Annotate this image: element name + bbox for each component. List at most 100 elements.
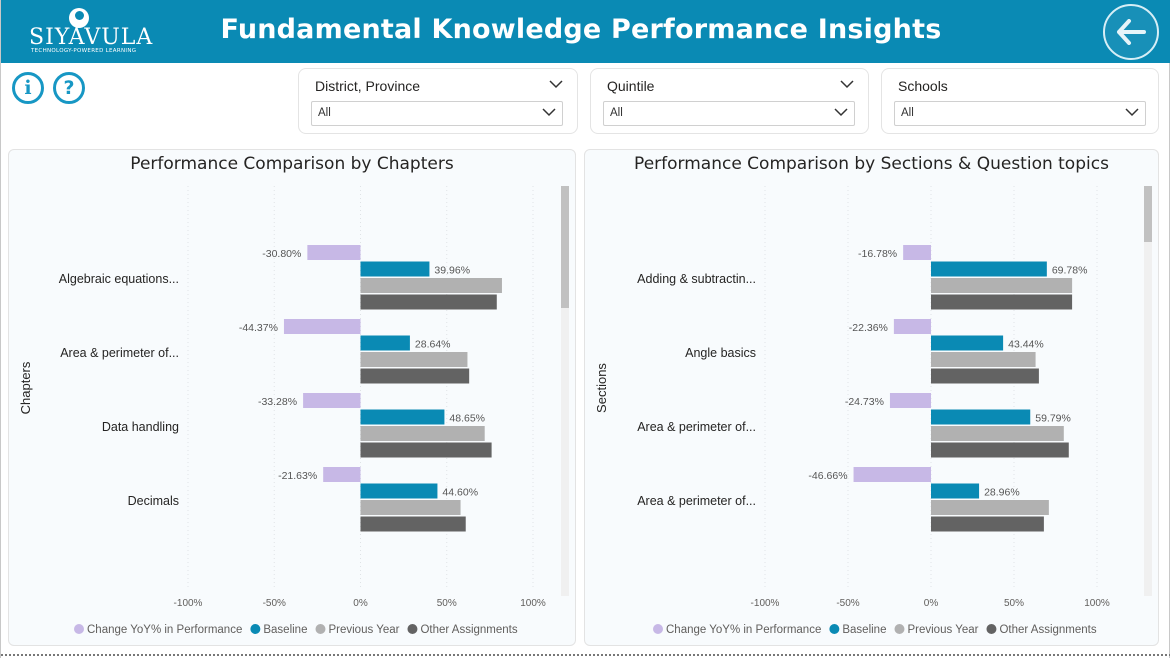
chart-scrollbar[interactable] xyxy=(1144,186,1152,596)
data-label: 28.96% xyxy=(984,487,1020,499)
baseline-bar[interactable] xyxy=(360,409,445,425)
change-bar[interactable] xyxy=(893,319,931,334)
other-assignments-bar[interactable] xyxy=(360,294,497,310)
legend-marker xyxy=(653,624,663,634)
legend-marker xyxy=(829,624,840,634)
data-label: -46.66% xyxy=(808,470,847,482)
chart-title: Performance Comparison by Sections & Que… xyxy=(634,154,1109,174)
sections-bar-chart: -100% -50% 0% 50% 100% Sections Adding & subtr… xyxy=(594,186,1110,636)
chapters-chart-panel: Performance Comparison by Chapters -100%… xyxy=(8,149,576,646)
other-assignments-bar[interactable] xyxy=(931,294,1073,310)
previous-year-bar[interactable] xyxy=(931,278,1073,293)
previous-year-bar[interactable] xyxy=(360,278,502,293)
data-label: -33.28% xyxy=(258,396,297,408)
baseline-bar[interactable] xyxy=(360,483,438,499)
chevron-down-icon xyxy=(834,108,848,117)
schools-select[interactable]: All xyxy=(894,101,1146,126)
chevron-down-icon[interactable] xyxy=(549,80,563,89)
other-assignments-bar[interactable] xyxy=(360,442,492,458)
previous-year-bar[interactable] xyxy=(931,352,1036,367)
legend-label: Change YoY% in Performance xyxy=(87,624,242,636)
other-assignments-bar[interactable] xyxy=(931,516,1044,532)
chevron-down-icon xyxy=(542,108,556,117)
baseline-bar[interactable] xyxy=(931,261,1047,277)
sections-chart-panel: Performance Comparison by Sections & Que… xyxy=(584,149,1159,646)
filter-value: All xyxy=(610,107,623,119)
filter-label: Quintile xyxy=(607,78,655,94)
data-label: -44.37% xyxy=(239,322,278,334)
baseline-bar[interactable] xyxy=(360,335,410,351)
previous-year-bar[interactable] xyxy=(360,500,461,515)
legend-label: Previous Year xyxy=(907,624,978,636)
baseline-bar[interactable] xyxy=(931,335,1004,351)
other-assignments-bar[interactable] xyxy=(360,516,466,532)
previous-year-bar[interactable] xyxy=(360,426,485,441)
page-divider xyxy=(1,654,1170,656)
previous-year-bar[interactable] xyxy=(931,426,1064,441)
scrollbar-thumb[interactable] xyxy=(561,186,569,308)
change-bar[interactable] xyxy=(903,245,931,260)
category-label: Area & perimeter of... xyxy=(60,346,179,360)
logo-mark-icon xyxy=(69,8,89,28)
data-label: 69.78% xyxy=(1052,265,1088,277)
data-label: 48.65% xyxy=(449,413,485,425)
x-tick-label: 50% xyxy=(1004,598,1024,609)
x-tick-label: 50% xyxy=(437,598,457,609)
data-label: 39.96% xyxy=(434,265,470,277)
category-label: Area & perimeter of... xyxy=(637,420,756,434)
legend-marker xyxy=(894,624,905,634)
baseline-bar[interactable] xyxy=(931,409,1031,425)
page-title: Fundamental Knowledge Performance Insigh… xyxy=(220,14,942,45)
filter-label: Schools xyxy=(898,78,948,94)
data-label: 59.79% xyxy=(1035,413,1071,425)
legend-marker xyxy=(407,624,418,634)
filter-value: All xyxy=(901,107,914,119)
siyavula-logo: SIYAVULA TECHNOLOGY-POWERED LEARNING xyxy=(29,8,152,58)
other-assignments-bar[interactable] xyxy=(931,368,1039,384)
logo-tagline: TECHNOLOGY-POWERED LEARNING xyxy=(31,48,137,54)
x-tick-label: 100% xyxy=(1084,598,1110,609)
change-bar[interactable] xyxy=(307,245,361,260)
legend-label: Baseline xyxy=(263,624,307,636)
change-bar[interactable] xyxy=(889,393,931,408)
district-province-select[interactable]: All xyxy=(311,101,563,126)
change-bar[interactable] xyxy=(303,393,361,408)
filter-label: District, Province xyxy=(315,78,421,94)
change-bar[interactable] xyxy=(323,467,361,482)
legend-marker xyxy=(986,624,997,634)
data-label: 43.44% xyxy=(1008,339,1044,351)
back-button[interactable] xyxy=(1103,4,1159,60)
data-label: -16.78% xyxy=(858,248,897,260)
category-label: Area & perimeter of... xyxy=(637,494,756,508)
previous-year-bar[interactable] xyxy=(360,352,468,367)
other-assignments-bar[interactable] xyxy=(360,368,470,384)
change-bar[interactable] xyxy=(853,467,931,482)
y-axis-title: Sections xyxy=(594,363,609,413)
chevron-down-icon[interactable] xyxy=(840,80,854,89)
legend-label: Previous Year xyxy=(328,624,399,636)
baseline-bar[interactable] xyxy=(931,483,980,499)
legend-marker xyxy=(74,624,84,634)
category-label: Data handling xyxy=(102,420,179,434)
quintile-select[interactable]: All xyxy=(603,101,855,126)
legend-label: Other Assignments xyxy=(999,624,1096,636)
help-button[interactable]: ? xyxy=(53,72,85,104)
info-button[interactable]: i xyxy=(12,72,44,104)
logo-name: SIYAVULA xyxy=(29,25,154,50)
other-assignments-bar[interactable] xyxy=(931,442,1069,458)
legend-label: Other Assignments xyxy=(420,624,517,636)
legend-marker xyxy=(250,624,261,634)
info-icon: i xyxy=(24,77,32,99)
quintile-filter: Quintile All xyxy=(590,68,869,134)
scrollbar-thumb[interactable] xyxy=(1144,186,1152,242)
district-province-filter: District, Province All xyxy=(298,68,578,134)
x-tick-label: 100% xyxy=(520,598,546,609)
chapters-bar-chart: -100% -50% 0% 50% 100% Chapters Algebraic equa… xyxy=(18,186,546,636)
data-label: 28.64% xyxy=(415,339,451,351)
category-label: Decimals xyxy=(128,494,179,508)
previous-year-bar[interactable] xyxy=(931,500,1049,515)
change-bar[interactable] xyxy=(283,319,361,334)
baseline-bar[interactable] xyxy=(360,261,430,277)
chart-scrollbar[interactable] xyxy=(561,186,569,596)
x-tick-label: -50% xyxy=(263,598,286,609)
